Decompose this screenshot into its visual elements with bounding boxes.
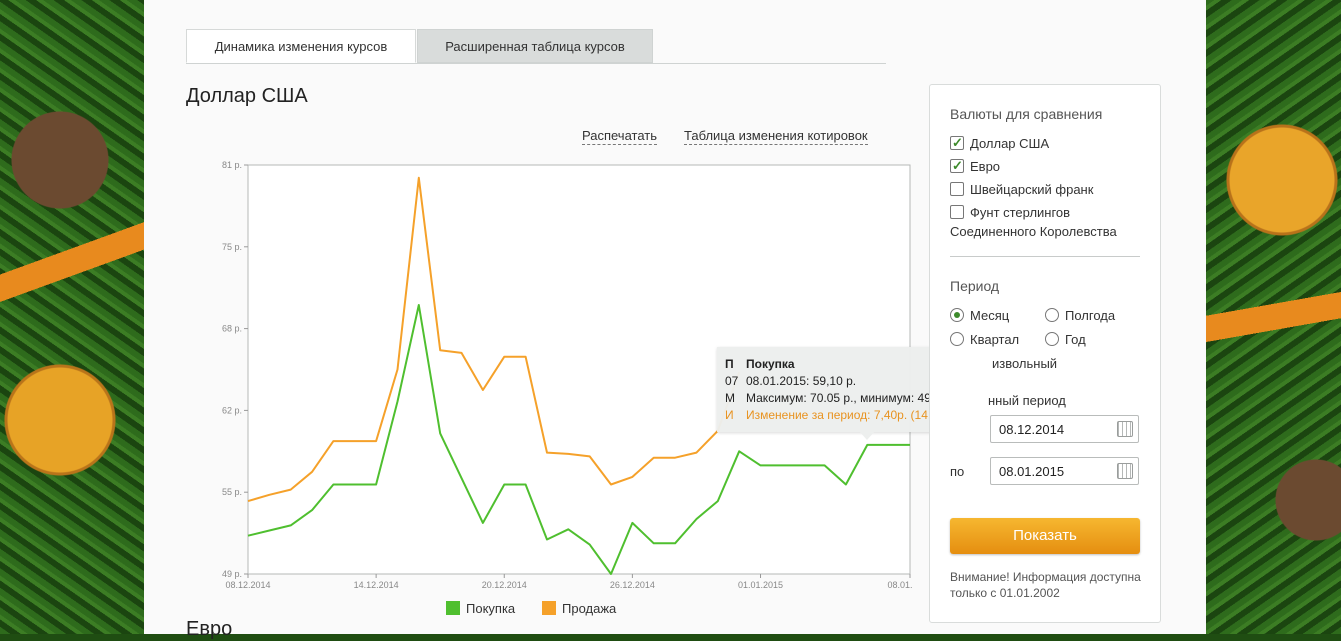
checkbox-box	[950, 182, 964, 196]
checkbox-label: Доллар США	[970, 136, 1050, 151]
currencies-title: Валюты для сравнения	[950, 106, 1103, 122]
legend-swatch-buy	[446, 601, 460, 615]
y-tick-label: 55 р.	[222, 487, 242, 497]
radio-label: Полгода	[1065, 308, 1116, 323]
date-to-value: 08.01.2015	[999, 464, 1065, 479]
checkbox-eur[interactable]: ✓ Евро	[950, 158, 1000, 176]
checkbox-chf[interactable]: Швейцарский франк	[950, 181, 1093, 199]
x-tick-label: 01.01.2015	[738, 580, 783, 590]
radio-custom-label[interactable]: извольный	[992, 356, 1058, 371]
date-to-field[interactable]: 08.01.2015	[990, 457, 1139, 485]
tooltip-pointer	[859, 431, 875, 440]
next-section-title: Евро	[186, 618, 233, 640]
radio-selected-dot	[954, 312, 960, 318]
radio-label: Квартал	[970, 332, 1020, 347]
show-button[interactable]: Показать	[950, 518, 1140, 554]
tab-extended-table[interactable]: Расширенная таблица курсов	[417, 29, 653, 63]
main-content: Динамика изменения курсов Расширенная та…	[144, 0, 1206, 640]
print-link[interactable]: Распечатать	[582, 128, 658, 145]
y-tick-label: 49 р.	[222, 569, 242, 579]
legend-swatch-sell	[542, 601, 556, 615]
legend-item-sell[interactable]: Продажа	[542, 601, 616, 617]
tooltip-cut-line: 07	[725, 374, 739, 388]
radio-year[interactable]: Год	[1045, 331, 1086, 349]
x-tick-label: 14.12.2014	[354, 580, 399, 590]
checkbox-label: Швейцарский франк	[970, 182, 1094, 197]
tooltip-range: Максимум: 70.05 р., минимум: 49р.	[746, 391, 941, 405]
divider	[950, 256, 1140, 257]
tab-dynamics[interactable]: Динамика изменения курсов	[186, 29, 416, 63]
custom-range-label: нный период	[988, 393, 1066, 408]
radio-circle	[950, 332, 964, 346]
y-tick-label: 62 р.	[222, 405, 242, 415]
series-line-sell	[247, 176, 741, 503]
checkbox-box: ✓	[950, 135, 964, 150]
radio-half-year[interactable]: Полгода	[1045, 307, 1115, 325]
series-line-buy	[247, 304, 910, 575]
check-icon: ✓	[952, 158, 963, 173]
period-title: Период	[950, 278, 1000, 294]
x-tick-label: 20.12.2014	[482, 580, 527, 590]
radio-circle	[950, 308, 964, 322]
to-label: по	[950, 464, 965, 479]
tooltip-title: Покупка	[746, 357, 795, 371]
x-tick-label: 08.01.2015	[887, 580, 912, 590]
date-from-value: 08.12.2014	[999, 422, 1065, 437]
check-icon: ✓	[952, 135, 963, 150]
tooltip-change: Изменение за период: 7,40р. (14.31%)	[746, 408, 960, 422]
checkbox-label: Евро	[970, 159, 1001, 174]
radio-quarter[interactable]: Квартал	[950, 331, 1019, 349]
radio-month[interactable]: Месяц	[950, 307, 1009, 325]
tooltip-cut-line: M	[725, 391, 735, 405]
tooltip-cut-line: И	[725, 408, 734, 422]
checkbox-gbp-label-line2: Соединенного Королевства	[950, 224, 1117, 239]
date-from-field[interactable]: 08.12.2014	[990, 415, 1139, 443]
calendar-icon[interactable]	[1117, 463, 1133, 479]
x-tick-label: 08.12.2014	[225, 580, 270, 590]
calendar-icon[interactable]	[1117, 421, 1133, 437]
checkbox-label: Фунт стерлингов	[970, 205, 1071, 220]
radio-label: Год	[1065, 332, 1086, 347]
y-tick-label: 81 р.	[222, 160, 242, 170]
availability-note: Внимание! Информация доступна только с 0…	[950, 570, 1141, 600]
page-title: Доллар США	[186, 85, 308, 107]
decorative-background-left	[0, 0, 144, 634]
radio-circle	[1045, 332, 1059, 346]
tooltip-clipped-column: П 07 M И	[725, 356, 739, 424]
legend-item-buy[interactable]: Покупка	[446, 601, 515, 617]
tab-bar: Динамика изменения курсов Расширенная та…	[186, 29, 886, 64]
checkbox-usd[interactable]: ✓ Доллар США	[950, 135, 1049, 153]
filter-panel: Валюты для сравнения ✓ Доллар США ✓ Евро Ш…	[929, 84, 1161, 623]
tooltip-cut-line: П	[725, 357, 734, 371]
checkbox-gbp[interactable]: Фунт стерлингов	[950, 204, 1070, 222]
checkbox-box	[950, 205, 964, 219]
tooltip-value: 08.01.2015: 59,10 р.	[746, 374, 857, 388]
decorative-background-right	[1206, 0, 1341, 634]
radio-label: Месяц	[970, 308, 1010, 323]
legend-label-sell: Продажа	[562, 601, 617, 616]
y-tick-label: 75 р.	[222, 242, 242, 252]
radio-circle	[1045, 308, 1059, 322]
y-tick-label: 68 р.	[222, 324, 242, 334]
quotes-table-link[interactable]: Таблица изменения котировок	[684, 128, 868, 145]
x-tick-label: 26.12.2014	[610, 580, 655, 590]
legend-label-buy: Покупка	[466, 601, 516, 616]
checkbox-box: ✓	[950, 158, 964, 173]
